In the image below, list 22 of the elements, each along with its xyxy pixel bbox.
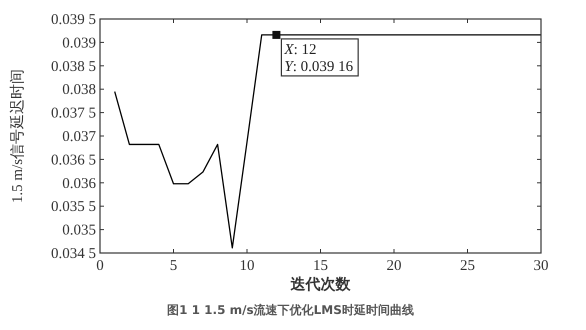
text: 图1 1 1.5 m/s流速下优化LMS时延时间曲线 — [167, 303, 414, 317]
y-tick-label: 0.038 — [62, 82, 96, 98]
y-tick-label: 0.039 5 — [51, 12, 96, 28]
x-tick-label: 25 — [460, 258, 475, 274]
y-tick-label: 0.038 5 — [51, 58, 96, 75]
y-tick-label: 0.039 — [62, 35, 96, 52]
y-tick-label: 0.037 5 — [51, 106, 96, 122]
y-tick-label: 0.035 5 — [51, 199, 96, 216]
x-tick-label: 15 — [313, 258, 328, 274]
x-tick-label: 5 — [170, 258, 178, 274]
x-axis-title: 迭代次数 — [290, 275, 352, 293]
y-axis-title: 1.5 m/s信号延迟时间 — [9, 68, 26, 204]
y-tick-label: 0.036 — [62, 176, 96, 192]
x-tick-label: 0 — [96, 258, 104, 274]
y-tick-label: 0.037 — [62, 129, 96, 145]
y-tick-label: 0.035 — [62, 222, 96, 239]
x-tick-label: 30 — [534, 258, 548, 274]
x-tick-label: 20 — [386, 258, 402, 274]
x-tick-label: 10 — [240, 258, 254, 274]
y-tick-label: 0.036 5 — [51, 152, 96, 168]
annotation: X: 12 Y: 0.039 16 — [283, 42, 354, 75]
y-tick-label: 0.034 5 — [51, 246, 96, 262]
